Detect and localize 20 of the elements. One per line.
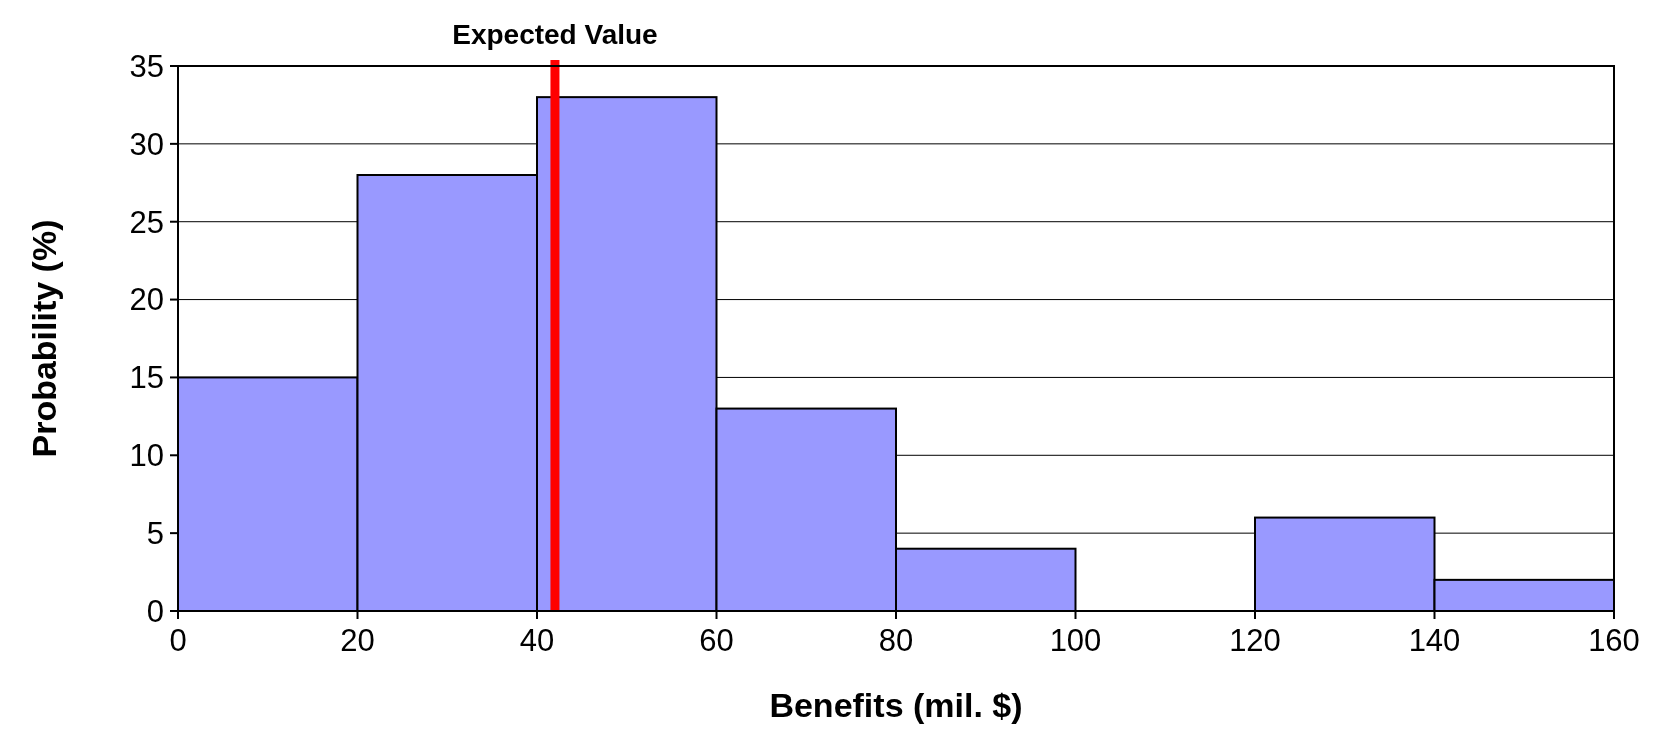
y-tick-label: 0: [146, 593, 164, 629]
y-tick-label: 25: [129, 204, 164, 240]
x-tick-label: 140: [1408, 623, 1461, 658]
y-tick-label: 10: [129, 438, 164, 474]
y-tick-label: 30: [129, 126, 164, 162]
x-tick-label: 60: [699, 623, 734, 658]
y-tick-label: 5: [146, 515, 164, 551]
y-axis-title: Probability (%): [25, 219, 63, 458]
y-tick-label: 35: [129, 48, 164, 84]
x-tick-label: 0: [169, 623, 187, 658]
x-tick-label: 120: [1229, 623, 1281, 658]
x-tick-label: 80: [878, 623, 914, 658]
y-tick-label: 15: [129, 360, 164, 396]
y-tick-label: 20: [129, 282, 164, 318]
x-tick-label: 40: [519, 623, 555, 658]
x-tick-label: 20: [340, 623, 375, 658]
ref-line-label: Expected Value: [452, 19, 658, 50]
x-tick-label: 160: [1588, 623, 1640, 658]
x-axis-title: Benefits (mil. $): [769, 686, 1023, 724]
x-tick-label: 100: [1049, 623, 1102, 658]
